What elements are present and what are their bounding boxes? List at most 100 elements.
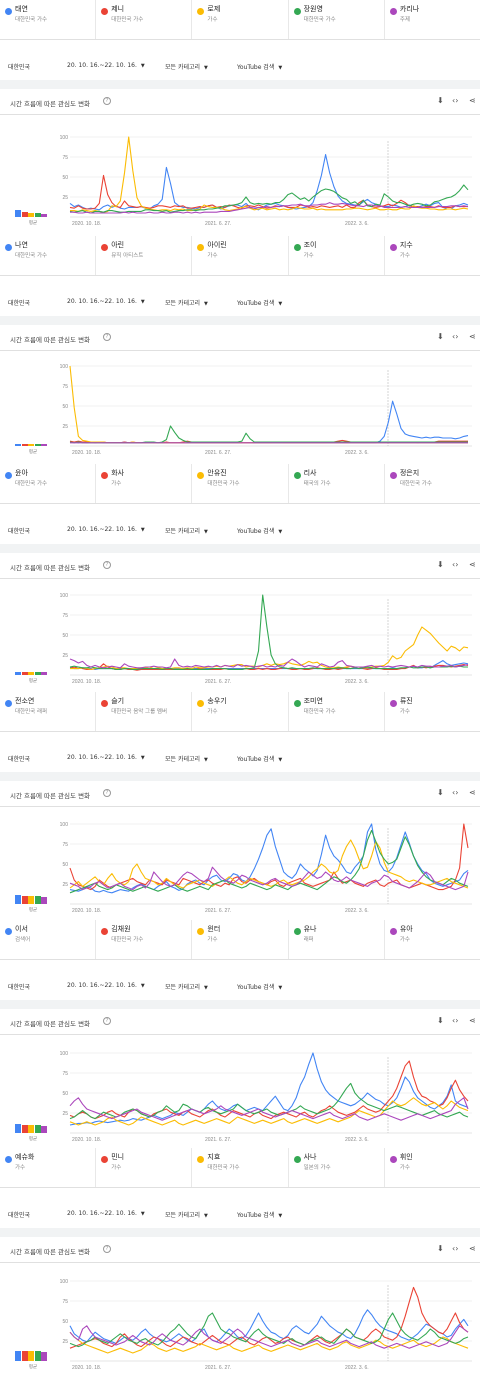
legend-term[interactable]: 장원영 대한민국 가수 — [289, 0, 385, 39]
help-icon[interactable]: ? — [103, 561, 111, 569]
legend-term[interactable]: 나연 대한민국 가수 — [0, 236, 97, 275]
share-icon[interactable]: ⋖ — [469, 1244, 476, 1253]
period-filter[interactable]: 20. 10. 16.~22. 10. 16. ▼ — [67, 1210, 145, 1217]
embed-icon[interactable]: ‹› — [452, 788, 459, 797]
legend-term[interactable]: 제니 대한민국 가수 — [96, 0, 193, 39]
series-line[interactable] — [69, 1097, 469, 1126]
help-icon[interactable]: ? — [103, 97, 111, 105]
legend-term[interactable]: 지효 대한민국 가수 — [192, 1148, 289, 1187]
legend-term[interactable]: 송우기 가수 — [192, 692, 289, 731]
embed-icon[interactable]: ‹› — [452, 1016, 459, 1025]
region-filter[interactable]: 대한민국 — [8, 754, 30, 763]
source-filter[interactable]: YouTube 검색 ▼ — [237, 298, 282, 307]
series-line[interactable] — [69, 594, 468, 670]
download-icon[interactable]: ⬇ — [437, 788, 444, 797]
period-filter[interactable]: 20. 10. 16.~22. 10. 16. ▼ — [67, 526, 145, 533]
series-line[interactable] — [69, 1052, 469, 1126]
download-icon[interactable]: ⬇ — [437, 332, 444, 341]
legend-term[interactable]: 윈터 가수 — [192, 920, 289, 959]
series-line[interactable] — [70, 202, 469, 214]
legend-term[interactable]: 아린 뮤직 아티스트 — [96, 236, 193, 275]
period-filter[interactable]: 20. 10. 16.~22. 10. 16. ▼ — [67, 754, 145, 761]
source-filter[interactable]: YouTube 검색 ▼ — [237, 1210, 282, 1219]
series-line[interactable] — [69, 866, 469, 891]
embed-icon[interactable]: ‹› — [452, 1244, 459, 1253]
series-line[interactable] — [69, 174, 468, 210]
help-icon[interactable]: ? — [103, 789, 111, 797]
legend-term[interactable]: 슬기 대한민국 음악 그룹 멤버 — [96, 692, 193, 731]
category-filter[interactable]: 모든 카테고리 ▼ — [165, 526, 208, 535]
series-line[interactable] — [69, 658, 469, 669]
region-filter[interactable]: 대한민국 — [8, 62, 30, 71]
help-icon[interactable]: ? — [103, 333, 111, 341]
share-icon[interactable]: ⋖ — [469, 332, 476, 341]
series-line[interactable] — [69, 1325, 469, 1349]
period-filter[interactable]: 20. 10. 16.~22. 10. 16. ▼ — [67, 62, 145, 69]
series-line[interactable] — [69, 184, 469, 214]
legend-term[interactable]: 예슈화 가수 — [0, 1148, 97, 1187]
legend-term[interactable]: 휘인 가수 — [385, 1148, 480, 1187]
region-filter[interactable]: 대한민국 — [8, 1210, 30, 1219]
legend-term[interactable]: 류진 가수 — [385, 692, 480, 731]
download-icon[interactable]: ⬇ — [437, 1244, 444, 1253]
legend-term[interactable]: 로제 가수 — [192, 0, 289, 39]
embed-icon[interactable]: ‹› — [452, 560, 459, 569]
legend-term[interactable]: 아이린 가수 — [192, 236, 289, 275]
series-line[interactable] — [69, 1097, 469, 1121]
legend-term[interactable]: 조이 가수 — [289, 236, 385, 275]
legend-term[interactable]: 안유진 대한민국 가수 — [192, 464, 289, 503]
share-icon[interactable]: ⋖ — [469, 1016, 476, 1025]
download-icon[interactable]: ⬇ — [437, 1016, 444, 1025]
share-icon[interactable]: ⋖ — [469, 560, 476, 569]
region-filter[interactable]: 대한민국 — [8, 982, 30, 991]
help-icon[interactable]: ? — [103, 1245, 111, 1253]
legend-term[interactable]: 유아 가수 — [385, 920, 480, 959]
series-line[interactable] — [70, 626, 469, 670]
legend-term[interactable]: 리사 태국의 가수 — [289, 464, 385, 503]
share-icon[interactable]: ⋖ — [469, 788, 476, 797]
help-icon[interactable]: ? — [103, 1017, 111, 1025]
legend-term[interactable]: 이서 검색어 — [0, 920, 97, 959]
legend-term[interactable]: 지수 가수 — [385, 236, 480, 275]
source-filter[interactable]: YouTube 검색 ▼ — [237, 526, 282, 535]
embed-icon[interactable]: ‹› — [452, 332, 459, 341]
legend-term[interactable]: 민니 가수 — [96, 1148, 193, 1187]
series-line[interactable] — [69, 1286, 469, 1349]
series-line[interactable] — [69, 823, 469, 894]
download-icon[interactable]: ⬇ — [437, 96, 444, 105]
source-filter[interactable]: YouTube 검색 ▼ — [237, 982, 282, 991]
series-line[interactable] — [69, 1331, 469, 1354]
period-filter[interactable]: 20. 10. 16.~22. 10. 16. ▼ — [67, 298, 145, 305]
series-line[interactable] — [69, 839, 469, 889]
source-filter[interactable]: YouTube 검색 ▼ — [237, 754, 282, 763]
embed-icon[interactable]: ‹› — [452, 96, 459, 105]
legend-term[interactable]: 전소연 대한민국 래퍼 — [0, 692, 97, 731]
series-line[interactable] — [69, 365, 468, 444]
category-filter[interactable]: 모든 카테고리 ▼ — [165, 982, 208, 991]
legend-term[interactable]: 김채원 대한민국 가수 — [96, 920, 193, 959]
legend-term[interactable]: 태연 대한민국 가수 — [0, 0, 97, 39]
legend-term[interactable]: 조미연 대한민국 가수 — [289, 692, 385, 731]
share-icon[interactable]: ⋖ — [469, 96, 476, 105]
legend-term[interactable]: 카리나 주제 — [385, 0, 480, 39]
series-line[interactable] — [69, 425, 468, 444]
region-filter[interactable]: 대한민국 — [8, 526, 30, 535]
series-line[interactable] — [69, 1312, 469, 1348]
region-filter[interactable]: 대한민국 — [8, 298, 30, 307]
legend-term[interactable]: 화사 가수 — [96, 464, 193, 503]
series-line[interactable] — [69, 829, 469, 894]
category-filter[interactable]: 모든 카테고리 ▼ — [165, 62, 208, 71]
source-filter[interactable]: YouTube 검색 ▼ — [237, 62, 282, 71]
category-filter[interactable]: 모든 카테고리 ▼ — [165, 298, 208, 307]
period-filter[interactable]: 20. 10. 16.~22. 10. 16. ▼ — [67, 982, 145, 989]
category-filter[interactable]: 모든 카테고리 ▼ — [165, 754, 208, 763]
series-line[interactable] — [70, 400, 469, 444]
series-line[interactable] — [69, 154, 469, 211]
category-filter[interactable]: 모든 카테고리 ▼ — [165, 1210, 208, 1219]
series-line[interactable] — [69, 663, 469, 671]
legend-term[interactable]: 유나 래퍼 — [289, 920, 385, 959]
download-icon[interactable]: ⬇ — [437, 560, 444, 569]
legend-term[interactable]: 사나 일본의 가수 — [289, 1148, 385, 1187]
series-line[interactable] — [69, 1082, 469, 1120]
legend-term[interactable]: 윤아 대한민국 가수 — [0, 464, 97, 503]
